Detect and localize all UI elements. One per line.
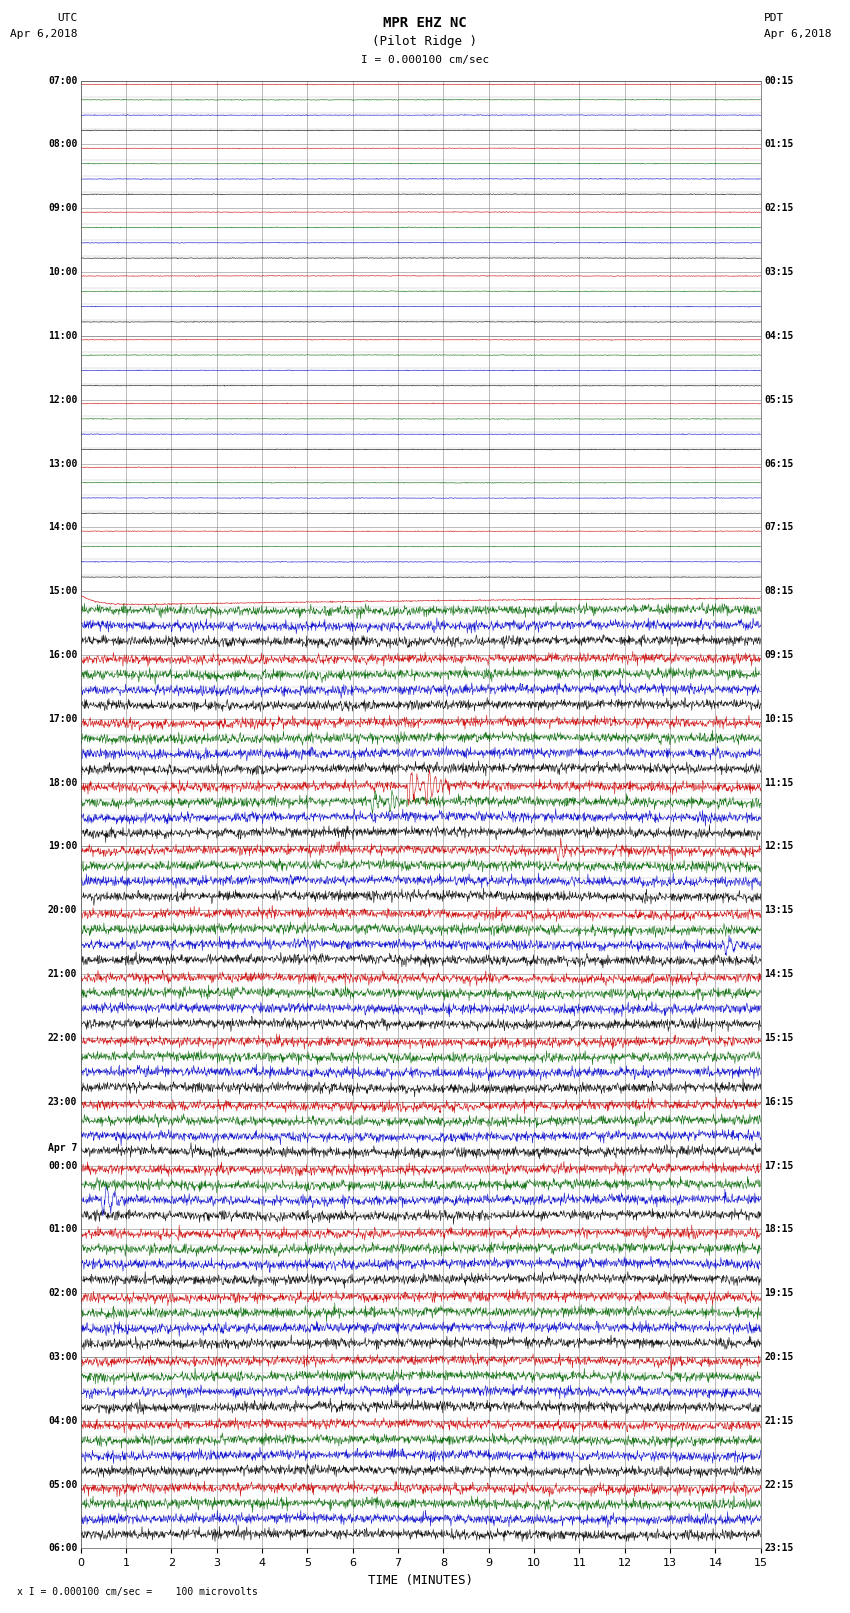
Text: 06:00: 06:00	[48, 1544, 77, 1553]
X-axis label: TIME (MINUTES): TIME (MINUTES)	[368, 1574, 473, 1587]
Text: 20:00: 20:00	[48, 905, 77, 915]
Text: 04:15: 04:15	[764, 331, 794, 340]
Text: 21:15: 21:15	[764, 1416, 794, 1426]
Text: 19:15: 19:15	[764, 1289, 794, 1298]
Text: 04:00: 04:00	[48, 1416, 77, 1426]
Text: (Pilot Ridge ): (Pilot Ridge )	[372, 35, 478, 48]
Text: 01:00: 01:00	[48, 1224, 77, 1234]
Text: 08:00: 08:00	[48, 139, 77, 150]
Text: 21:00: 21:00	[48, 969, 77, 979]
Text: 09:15: 09:15	[764, 650, 794, 660]
Text: x I = 0.000100 cm/sec =    100 microvolts: x I = 0.000100 cm/sec = 100 microvolts	[17, 1587, 258, 1597]
Text: 19:00: 19:00	[48, 842, 77, 852]
Text: MPR EHZ NC: MPR EHZ NC	[383, 16, 467, 31]
Text: 02:00: 02:00	[48, 1289, 77, 1298]
Text: 18:15: 18:15	[764, 1224, 794, 1234]
Text: 23:15: 23:15	[764, 1544, 794, 1553]
Text: 14:15: 14:15	[764, 969, 794, 979]
Text: 00:15: 00:15	[764, 76, 794, 85]
Text: 14:00: 14:00	[48, 523, 77, 532]
Text: 00:00: 00:00	[48, 1161, 77, 1171]
Text: 09:00: 09:00	[48, 203, 77, 213]
Text: 13:15: 13:15	[764, 905, 794, 915]
Text: 07:00: 07:00	[48, 76, 77, 85]
Text: 07:15: 07:15	[764, 523, 794, 532]
Text: 23:00: 23:00	[48, 1097, 77, 1107]
Text: 22:15: 22:15	[764, 1479, 794, 1490]
Text: 11:00: 11:00	[48, 331, 77, 340]
Text: 10:15: 10:15	[764, 715, 794, 724]
Text: Apr 6,2018: Apr 6,2018	[10, 29, 77, 39]
Text: Apr 6,2018: Apr 6,2018	[764, 29, 831, 39]
Text: 03:15: 03:15	[764, 268, 794, 277]
Text: 20:15: 20:15	[764, 1352, 794, 1361]
Text: 15:00: 15:00	[48, 586, 77, 597]
Text: 12:00: 12:00	[48, 395, 77, 405]
Text: 06:15: 06:15	[764, 458, 794, 468]
Text: 17:15: 17:15	[764, 1161, 794, 1171]
Text: I = 0.000100 cm/sec: I = 0.000100 cm/sec	[361, 55, 489, 65]
Text: 18:00: 18:00	[48, 777, 77, 787]
Text: 05:00: 05:00	[48, 1479, 77, 1490]
Text: 22:00: 22:00	[48, 1032, 77, 1044]
Text: UTC: UTC	[57, 13, 77, 23]
Text: 02:15: 02:15	[764, 203, 794, 213]
Text: 16:00: 16:00	[48, 650, 77, 660]
Text: 15:15: 15:15	[764, 1032, 794, 1044]
Text: 16:15: 16:15	[764, 1097, 794, 1107]
Text: 05:15: 05:15	[764, 395, 794, 405]
Text: 12:15: 12:15	[764, 842, 794, 852]
Text: 11:15: 11:15	[764, 777, 794, 787]
Text: PDT: PDT	[764, 13, 785, 23]
Text: 13:00: 13:00	[48, 458, 77, 468]
Text: 08:15: 08:15	[764, 586, 794, 597]
Text: 17:00: 17:00	[48, 715, 77, 724]
Text: 10:00: 10:00	[48, 268, 77, 277]
Text: 01:15: 01:15	[764, 139, 794, 150]
Text: Apr 7: Apr 7	[48, 1142, 77, 1153]
Text: 03:00: 03:00	[48, 1352, 77, 1361]
